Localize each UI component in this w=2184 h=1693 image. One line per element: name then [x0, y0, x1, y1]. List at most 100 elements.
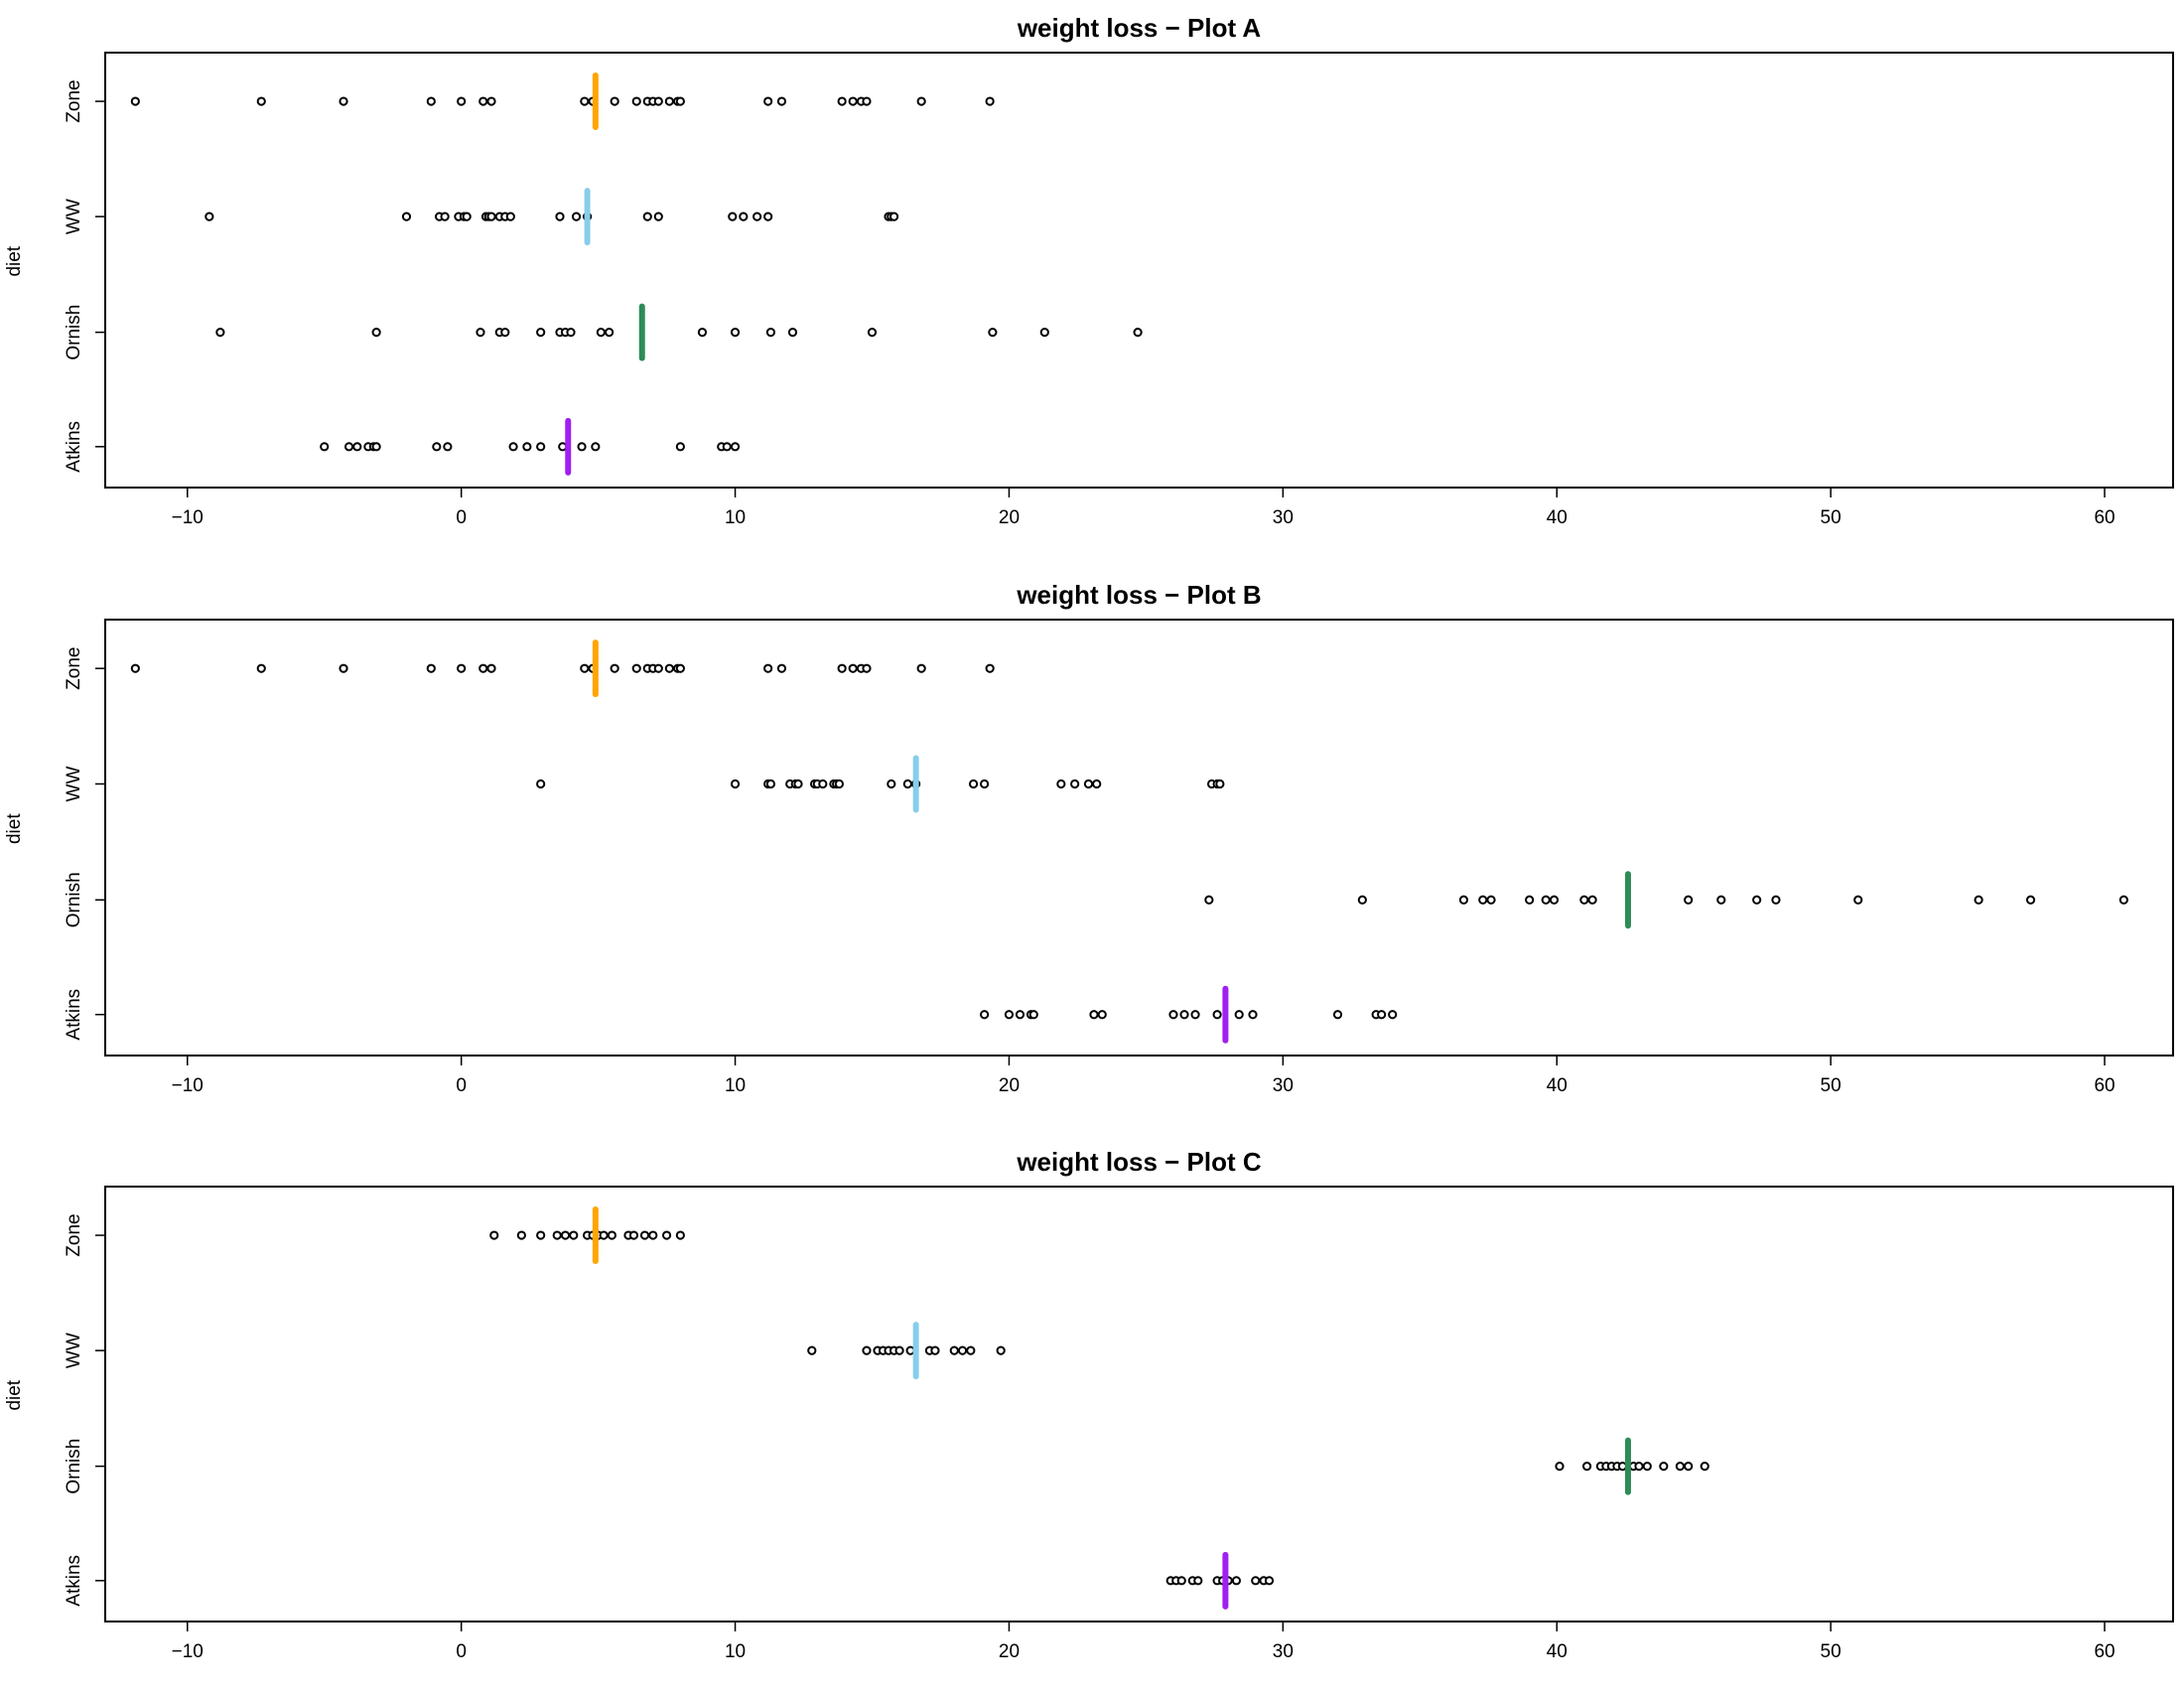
- data-point: [1853, 895, 1863, 905]
- data-point: [1478, 895, 1488, 905]
- data-point: [1168, 1010, 1178, 1020]
- data-point: [664, 663, 674, 673]
- data-point: [648, 1230, 658, 1240]
- data-point: [1204, 895, 1214, 905]
- data-point: [486, 663, 496, 673]
- data-point: [980, 1010, 990, 1020]
- data-point: [1251, 1576, 1261, 1586]
- data-point: [1684, 895, 1694, 905]
- y-tick-label: Zone: [64, 647, 84, 690]
- data-point: [642, 212, 652, 221]
- y-tick-label: Atkins: [64, 421, 84, 473]
- data-point: [2118, 895, 2128, 905]
- data-point: [1004, 1010, 1015, 1020]
- data-point: [834, 778, 844, 789]
- data-point: [343, 442, 354, 452]
- x-tick-label: 30: [1273, 507, 1294, 528]
- data-point: [949, 1345, 959, 1355]
- x-tick-label: 0: [456, 507, 467, 528]
- data-point: [339, 663, 348, 673]
- x-tick-label: 20: [999, 1641, 1020, 1662]
- data-point: [566, 328, 576, 338]
- x-tick-label: −10: [172, 507, 204, 528]
- y-tick-label: Atkins: [64, 1555, 84, 1607]
- data-point: [631, 96, 641, 106]
- data-point: [1083, 778, 1094, 789]
- data-point: [462, 212, 472, 221]
- data-point: [610, 96, 619, 106]
- data-point: [457, 96, 467, 106]
- plot-title: weight loss − Plot B: [1016, 580, 1261, 610]
- data-point: [610, 663, 619, 673]
- x-tick-label: 50: [1821, 1641, 1842, 1662]
- data-point: [371, 442, 381, 452]
- data-point: [631, 663, 641, 673]
- data-point: [2025, 895, 2036, 905]
- data-point: [1634, 1462, 1644, 1472]
- data-point: [752, 212, 762, 221]
- data-point: [1248, 1010, 1258, 1020]
- y-tick-label: Zone: [64, 79, 84, 122]
- data-point: [675, 96, 685, 106]
- x-tick-label: −10: [172, 1075, 204, 1096]
- data-point: [793, 778, 803, 789]
- plot-frame: [104, 1186, 2174, 1622]
- x-tick-label: −10: [172, 1641, 204, 1662]
- data-point: [837, 663, 847, 673]
- data-point: [848, 96, 858, 106]
- data-point: [661, 1230, 672, 1240]
- data-point: [957, 1345, 968, 1355]
- data-point: [205, 212, 214, 221]
- data-point: [1089, 1010, 1099, 1020]
- data-point: [371, 328, 381, 338]
- data-point: [988, 328, 998, 338]
- plot-panel: weight loss − Plot B −10 0 10 20 30 40 50 60 Atki…: [4, 580, 2174, 1096]
- data-point: [339, 96, 348, 106]
- data-point: [675, 1230, 685, 1240]
- plot-frame: [104, 619, 2174, 1057]
- data-point: [505, 212, 515, 221]
- data-point: [489, 1230, 499, 1240]
- y-axis-title: diet: [4, 813, 25, 844]
- x-tick-label: 60: [2094, 507, 2115, 528]
- data-point: [653, 212, 663, 221]
- x-tick-label: 30: [1273, 1641, 1294, 1662]
- y-tick-label: Zone: [64, 1213, 84, 1256]
- data-point: [996, 1345, 1006, 1355]
- data-point: [888, 212, 899, 221]
- data-point: [486, 96, 496, 106]
- plot-title: weight loss − Plot C: [1016, 1147, 1262, 1177]
- data-point: [1581, 1462, 1592, 1472]
- data-point: [730, 778, 741, 789]
- data-point: [1193, 1576, 1203, 1586]
- data-point: [432, 442, 442, 452]
- data-point: [837, 96, 847, 106]
- data-point: [1212, 1010, 1222, 1020]
- data-point: [985, 96, 995, 106]
- data-point: [787, 328, 798, 338]
- data-point: [320, 442, 330, 452]
- data-point: [818, 778, 828, 789]
- x-tick-label: 40: [1547, 507, 1568, 528]
- data-point: [1056, 778, 1066, 789]
- x-tick-label: 20: [999, 1075, 1020, 1096]
- y-tick-label: Ornish: [64, 872, 84, 927]
- data-point: [862, 663, 872, 673]
- data-point: [807, 1345, 817, 1355]
- y-tick-label: WW: [64, 1333, 84, 1368]
- data-point: [1176, 1576, 1186, 1586]
- y-axis-title: diet: [4, 245, 25, 276]
- data-point: [1684, 1462, 1694, 1472]
- x-tick-label: 40: [1547, 1075, 1568, 1096]
- y-tick-label: WW: [64, 199, 84, 234]
- data-point: [848, 663, 858, 673]
- data-point: [722, 442, 732, 452]
- data-point: [862, 1345, 872, 1355]
- data-point: [516, 1230, 526, 1240]
- data-point: [1716, 895, 1726, 905]
- data-point: [1555, 1462, 1565, 1472]
- data-point: [639, 1230, 650, 1240]
- data-point: [916, 663, 926, 673]
- data-point: [591, 442, 601, 452]
- data-point: [457, 663, 467, 673]
